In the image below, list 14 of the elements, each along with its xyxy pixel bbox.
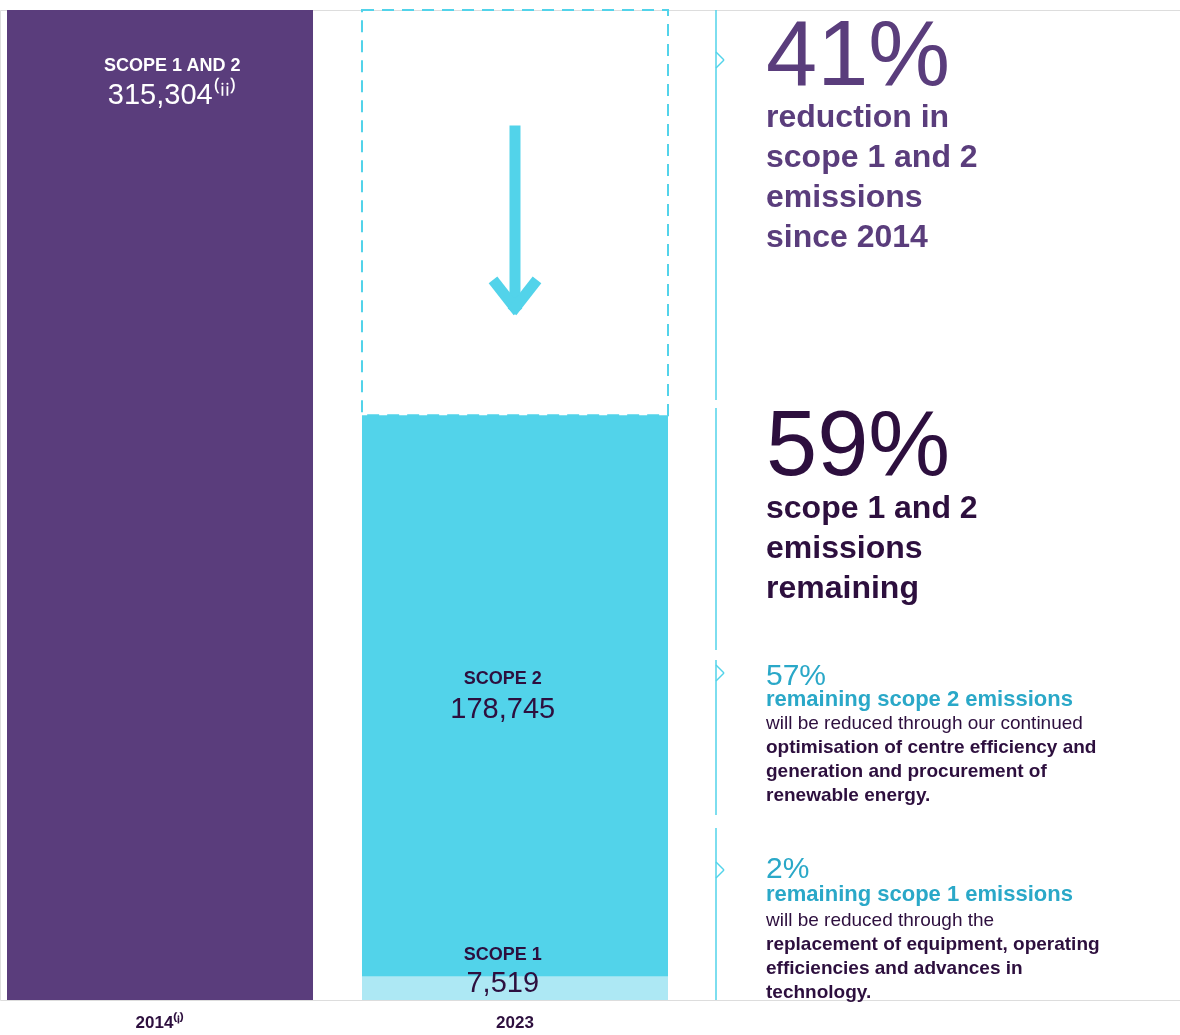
data-label: 315,304⁽ⁱⁱ⁾ [107, 77, 237, 110]
series-label: SCOPE 1 AND 2 [104, 55, 241, 75]
text: will be reduced through the [765, 909, 995, 930]
text: 2% [766, 851, 810, 884]
text: optimisation of centre efficiency and generation and procurement of renewable energy. [766, 736, 1097, 805]
text: remaining scope 1 emissions [766, 881, 1073, 906]
text: will be reduced through our continued [765, 712, 1083, 733]
x-tick-label: 2014⁽ⁱ⁾ [135, 1011, 185, 1032]
text: replacement of equipment, operating efficiencies and advances in technology. [766, 933, 1100, 1002]
x-tick-label: 2023 [496, 1012, 534, 1032]
data-label: 178,745 [450, 691, 556, 724]
data-label: 7,519 [466, 966, 540, 998]
series-label: SCOPE 2 [463, 667, 542, 688]
series-label: SCOPE 1 [463, 944, 542, 964]
